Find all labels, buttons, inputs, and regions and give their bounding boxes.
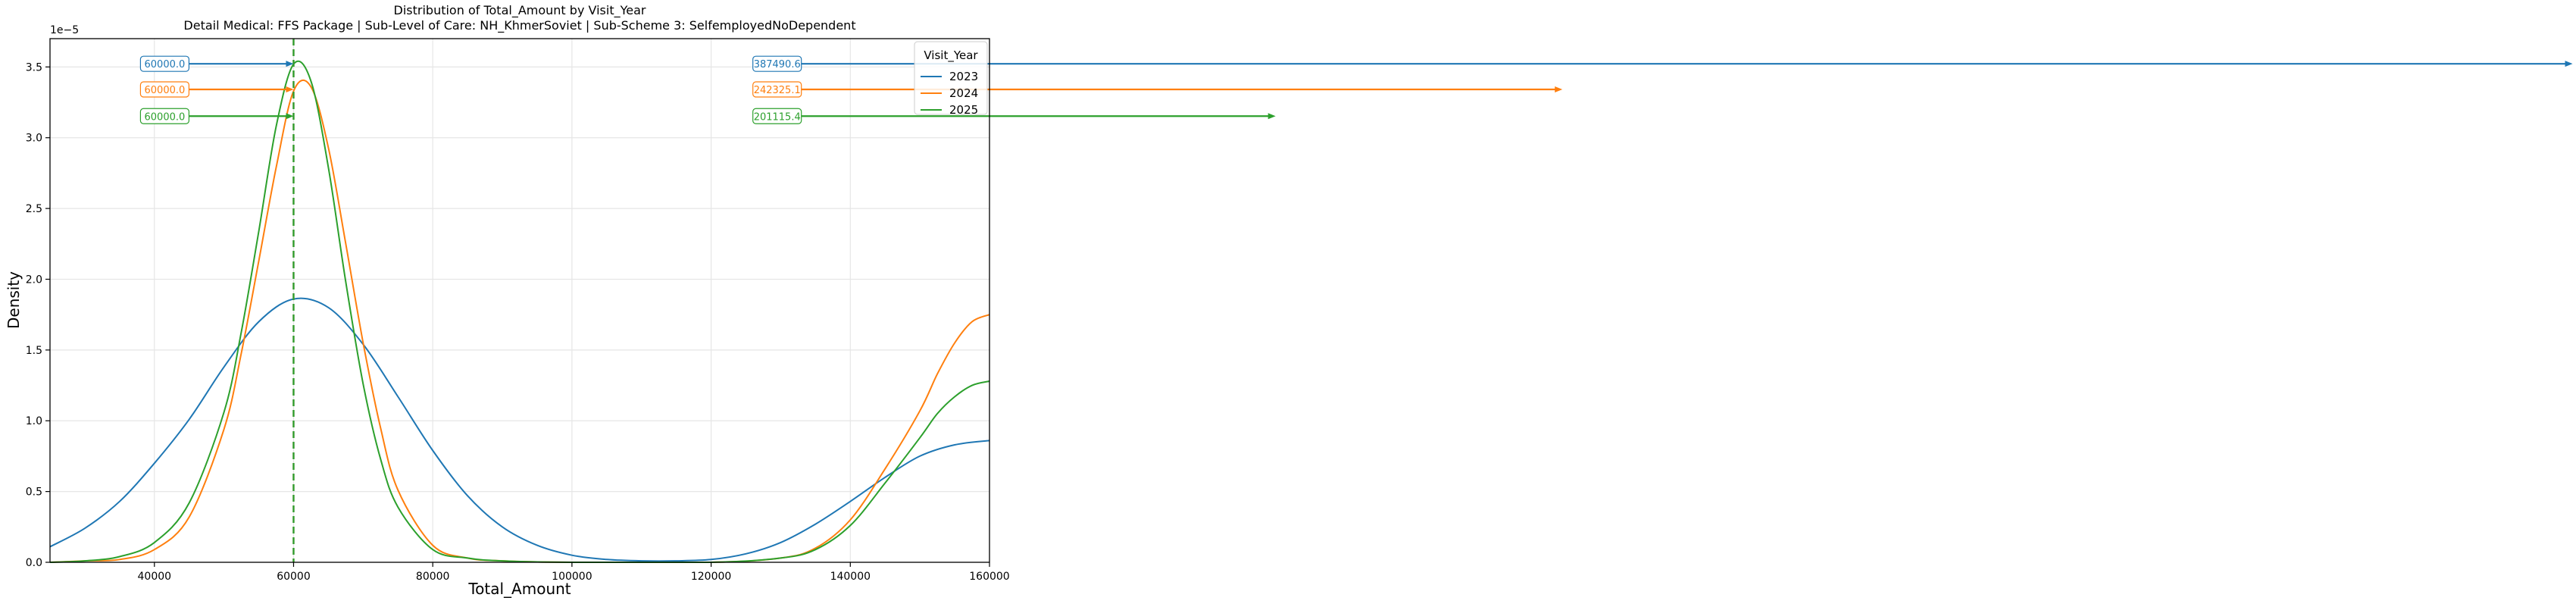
annotation-label: 60000.0: [145, 85, 186, 96]
annotation-arrow-head: [1268, 113, 1276, 120]
x-tick-label: 140000: [830, 571, 871, 583]
y-tick-label: 0.0: [26, 557, 42, 569]
annotation-box: [752, 55, 802, 72]
y-scale-offset: 1e−5: [50, 24, 79, 36]
annotation-2024-median: 60000.0: [139, 81, 294, 98]
series-line-2024: [49, 79, 990, 564]
annotation-box: [752, 81, 802, 98]
x-tick-label: 160000: [969, 571, 1009, 583]
y-tick-label: 0.5: [26, 487, 42, 499]
annotation-label: 60000.0: [145, 59, 186, 70]
annotation-arrow-head: [286, 113, 294, 120]
annotation-label: 201115.4: [754, 111, 801, 123]
legend-label-2023: 2023: [949, 70, 978, 83]
x-tick-label: 100000: [552, 571, 592, 583]
annotation-arrow-head: [286, 61, 294, 67]
x-tick-label: 80000: [416, 571, 450, 583]
grid: [50, 39, 990, 563]
series-line-2023: [49, 297, 990, 562]
x-axis-label: Total_Amount: [467, 580, 571, 598]
annotation-box: [752, 108, 802, 124]
annotation-label: 387490.6: [754, 59, 801, 70]
y-tick-label: 1.0: [26, 415, 42, 427]
annotation-2023-max: 387490.6: [752, 55, 2573, 72]
annotation-label: 60000.0: [145, 111, 186, 123]
legend-label-2025: 2025: [949, 103, 978, 117]
x-tick-label: 60000: [277, 571, 311, 583]
annotation-arrow-head: [1555, 86, 1563, 93]
y-tick-label: 2.0: [26, 274, 42, 286]
legend-label-2024: 2024: [949, 86, 978, 100]
series-lines: [49, 60, 990, 564]
annotation-2025-median: 60000.0: [139, 108, 294, 124]
plot-frame: [49, 38, 990, 563]
annotation-arrow-head: [2565, 61, 2573, 67]
y-tick-label: 3.0: [26, 133, 42, 145]
x-tick-label: 40000: [138, 571, 172, 583]
chart-subtitle: Detail Medical: FFS Package | Sub-Level …: [183, 18, 855, 33]
annotation-label: 242325.1: [754, 85, 801, 96]
x-tick-label: 120000: [691, 571, 731, 583]
legend-title: Visit_Year: [924, 48, 978, 63]
annotation-2023-median: 60000.0: [139, 55, 294, 72]
y-tick-label: 1.5: [26, 345, 42, 357]
axis-ticks: 40000 60000 80000 100000 120000 140000 160000 0…: [26, 61, 1010, 583]
chart-title: Distribution of Total_Amount by Visit_Ye…: [394, 3, 646, 18]
series-line-2025: [49, 60, 990, 564]
y-tick-label: 2.5: [26, 203, 42, 215]
y-axis-label: Density: [5, 271, 23, 329]
annotation-box: [139, 55, 190, 72]
y-tick-label: 3.5: [26, 61, 42, 74]
annotation-box: [139, 81, 190, 98]
legend-frame: [914, 41, 988, 115]
annotation-arrow-head: [286, 86, 294, 93]
annotation-box: [139, 108, 190, 124]
legend: Visit_Year 2023 2024 2025: [914, 41, 988, 117]
annotation-2025-max: 201115.4: [752, 108, 1276, 124]
